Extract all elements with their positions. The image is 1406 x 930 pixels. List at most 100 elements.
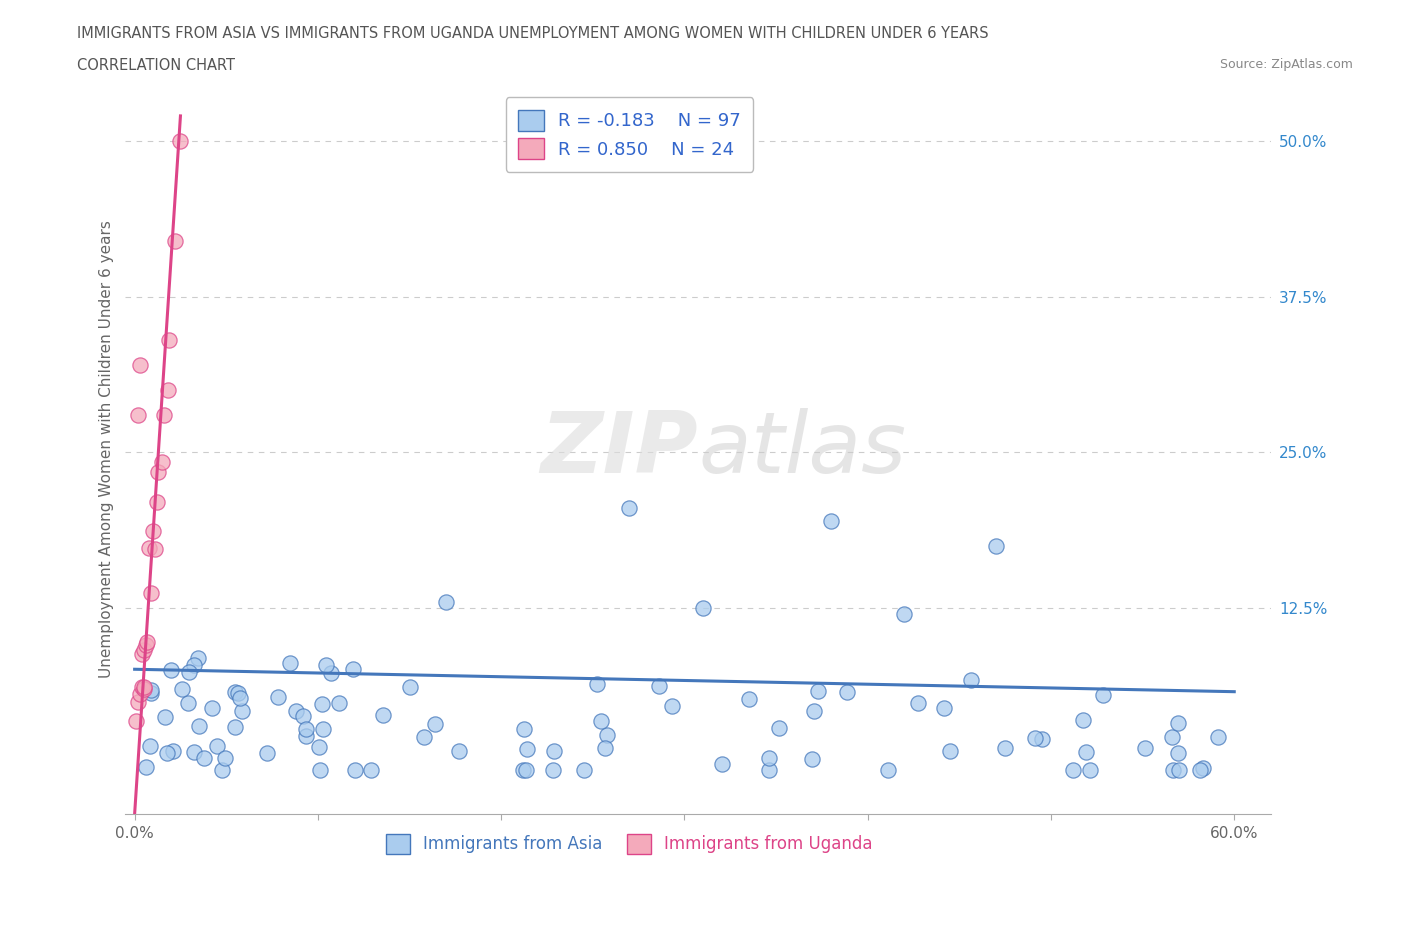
Point	[278, 656, 301, 671]
Point	[224, 720, 246, 735]
Point	[163, 233, 186, 248]
Point	[543, 743, 565, 758]
Point	[449, 743, 471, 758]
Point	[201, 700, 224, 715]
Point	[589, 713, 612, 728]
Point	[1024, 730, 1046, 745]
Point	[315, 658, 337, 672]
Point	[231, 703, 253, 718]
Point	[837, 684, 859, 699]
Point	[994, 741, 1017, 756]
Point	[1133, 741, 1156, 756]
Point	[434, 594, 457, 609]
Point	[711, 757, 734, 772]
Point	[291, 709, 314, 724]
Point	[596, 727, 619, 742]
Point	[648, 678, 671, 693]
Point	[512, 722, 534, 737]
Point	[758, 763, 780, 777]
Point	[907, 695, 929, 710]
Point	[1161, 730, 1184, 745]
Point	[226, 685, 249, 700]
Point	[1167, 746, 1189, 761]
Point	[312, 722, 335, 737]
Point	[205, 738, 228, 753]
Point	[131, 679, 153, 694]
Point	[211, 763, 233, 777]
Point	[177, 696, 200, 711]
Point	[156, 746, 179, 761]
Point	[328, 696, 350, 711]
Point	[294, 722, 316, 737]
Point	[145, 495, 167, 510]
Point	[155, 710, 177, 724]
Point	[148, 465, 170, 480]
Point	[800, 751, 823, 766]
Point	[159, 333, 181, 348]
Point	[129, 686, 152, 701]
Point	[593, 740, 616, 755]
Point	[758, 751, 780, 765]
Point	[360, 763, 382, 777]
Point	[1091, 687, 1114, 702]
Point	[692, 601, 714, 616]
Point	[132, 682, 155, 697]
Point	[1189, 763, 1212, 777]
Point	[1192, 760, 1215, 775]
Point	[938, 744, 960, 759]
Point	[586, 676, 609, 691]
Text: CORRELATION CHART: CORRELATION CHART	[77, 58, 235, 73]
Point	[136, 634, 159, 649]
Point	[132, 643, 155, 658]
Point	[1206, 730, 1229, 745]
Y-axis label: Unemployment Among Women with Children Under 6 years: Unemployment Among Women with Children U…	[100, 220, 114, 678]
Point	[543, 763, 565, 777]
Point	[214, 751, 236, 765]
Point	[1062, 763, 1084, 777]
Point	[959, 673, 981, 688]
Text: IMMIGRANTS FROM ASIA VS IMMIGRANTS FROM UGANDA UNEMPLOYMENT AMONG WOMEN WITH CHI: IMMIGRANTS FROM ASIA VS IMMIGRANTS FROM …	[77, 26, 988, 41]
Point	[516, 742, 538, 757]
Point	[138, 540, 160, 555]
Point	[256, 746, 278, 761]
Text: Source: ZipAtlas.com: Source: ZipAtlas.com	[1219, 58, 1353, 71]
Point	[423, 716, 446, 731]
Point	[934, 701, 956, 716]
Point	[1031, 732, 1053, 747]
Point	[1161, 763, 1184, 777]
Point	[285, 703, 308, 718]
Point	[142, 524, 165, 538]
Point	[619, 501, 641, 516]
Point	[803, 703, 825, 718]
Point	[187, 651, 209, 666]
Point	[512, 763, 534, 777]
Point	[143, 541, 166, 556]
Text: ZIP: ZIP	[540, 407, 699, 491]
Text: atlas: atlas	[699, 407, 907, 491]
Point	[139, 586, 162, 601]
Point	[141, 685, 163, 700]
Point	[139, 738, 162, 753]
Point	[1074, 745, 1097, 760]
Point	[1167, 716, 1189, 731]
Point	[228, 690, 250, 705]
Point	[267, 690, 290, 705]
Point	[129, 358, 152, 373]
Point	[371, 708, 394, 723]
Point	[150, 455, 173, 470]
Point	[179, 665, 201, 680]
Point	[308, 739, 330, 754]
Point	[183, 745, 205, 760]
Point	[807, 684, 830, 698]
Legend: Immigrants from Asia, Immigrants from Uganda: Immigrants from Asia, Immigrants from Ug…	[380, 828, 879, 860]
Point	[820, 513, 842, 528]
Point	[1168, 763, 1191, 777]
Point	[162, 743, 184, 758]
Point	[193, 751, 215, 765]
Point	[768, 721, 790, 736]
Point	[661, 698, 683, 713]
Point	[413, 729, 436, 744]
Point	[342, 662, 364, 677]
Point	[224, 684, 246, 699]
Point	[132, 680, 155, 695]
